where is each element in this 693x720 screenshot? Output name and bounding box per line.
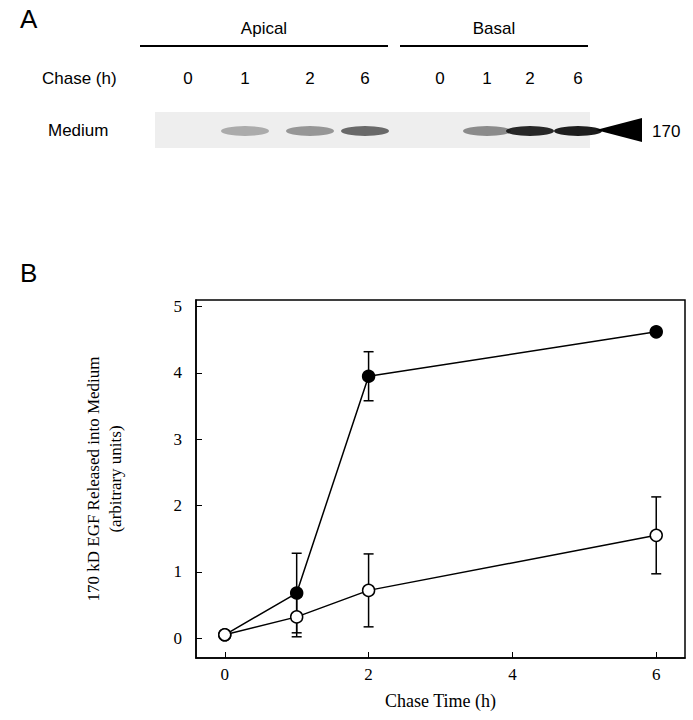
svg-text:A: A: [20, 4, 38, 34]
svg-text:4: 4: [508, 665, 517, 684]
svg-text:0: 0: [183, 69, 192, 88]
svg-text:0: 0: [435, 69, 444, 88]
svg-text:0: 0: [174, 629, 183, 648]
svg-text:6: 6: [573, 69, 582, 88]
svg-text:3: 3: [174, 430, 183, 449]
svg-text:Chase (h): Chase (h): [42, 69, 117, 88]
html-text:B: B: [20, 258, 38, 288]
svg-text:Chase Time (h): Chase Time (h): [385, 691, 496, 712]
svg-text:(arbitrary units): (arbitrary units): [106, 425, 125, 532]
svg-text:2: 2: [174, 496, 183, 515]
svg-text:170 kD EGF Released into Mediu: 170 kD EGF Released into Medium: [84, 356, 103, 601]
svg-text:1: 1: [240, 69, 249, 88]
svg-text:Apical: Apical: [241, 19, 287, 38]
svg-text:1: 1: [174, 562, 183, 581]
svg-text:6: 6: [360, 69, 369, 88]
svg-text:6: 6: [652, 665, 661, 684]
svg-text:2: 2: [364, 665, 373, 684]
svg-text:5: 5: [174, 297, 183, 316]
svg-text:Medium: Medium: [48, 121, 108, 140]
svg-text:Basal: Basal: [473, 19, 516, 38]
svg-text:2: 2: [305, 69, 314, 88]
svg-text:2: 2: [525, 69, 534, 88]
svg-text:4: 4: [174, 363, 183, 382]
svg-text:170: 170: [652, 122, 680, 141]
svg-text:0: 0: [221, 665, 230, 684]
svg-text:1: 1: [482, 69, 491, 88]
